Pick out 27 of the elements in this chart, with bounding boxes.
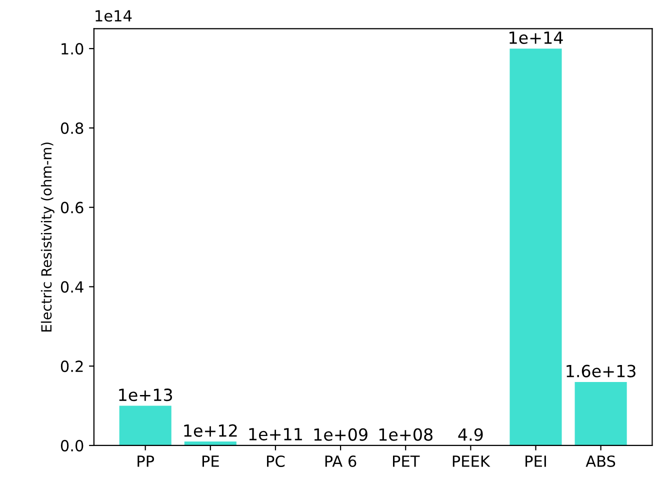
annotation: 4.9 [458, 428, 483, 441]
x-tick-label: PC [267, 455, 285, 468]
y-tick-label: 0.2 [60, 360, 83, 372]
annotation: 1e+09 [314, 428, 368, 441]
y-tick-label: 0.6 [60, 202, 84, 214]
annotation: 1e+11 [249, 428, 302, 440]
x-tick-label: ABS [586, 455, 616, 468]
annotation: 1e+12 [184, 424, 237, 437]
y-tick-label: 0.0 [60, 440, 84, 452]
x-tick-label: PET [393, 456, 420, 467]
bar [510, 48, 562, 446]
x-tick-label: PEI [526, 456, 546, 467]
x-tick-label: PE [202, 456, 219, 467]
y-tick-label: 1.0 [62, 43, 84, 55]
annotation: 1e+13 [119, 388, 172, 402]
x-tick-label: PP [138, 456, 154, 467]
y-axis-title: Electric Resistivity (ohm-m) [40, 142, 54, 332]
y-tick-label: 0.8 [60, 122, 84, 134]
x-tick-label: PEEK [452, 456, 490, 467]
annotation: 1e+08 [379, 428, 432, 441]
y-tick-label: 0.4 [60, 281, 84, 293]
annotation: 1.6e+13 [566, 364, 636, 378]
bar [119, 406, 172, 446]
bar [574, 382, 627, 446]
text: 1e14 [96, 10, 132, 22]
annotation: 1e+14 [510, 32, 563, 44]
x-tick-label: PA 6 [325, 455, 356, 468]
